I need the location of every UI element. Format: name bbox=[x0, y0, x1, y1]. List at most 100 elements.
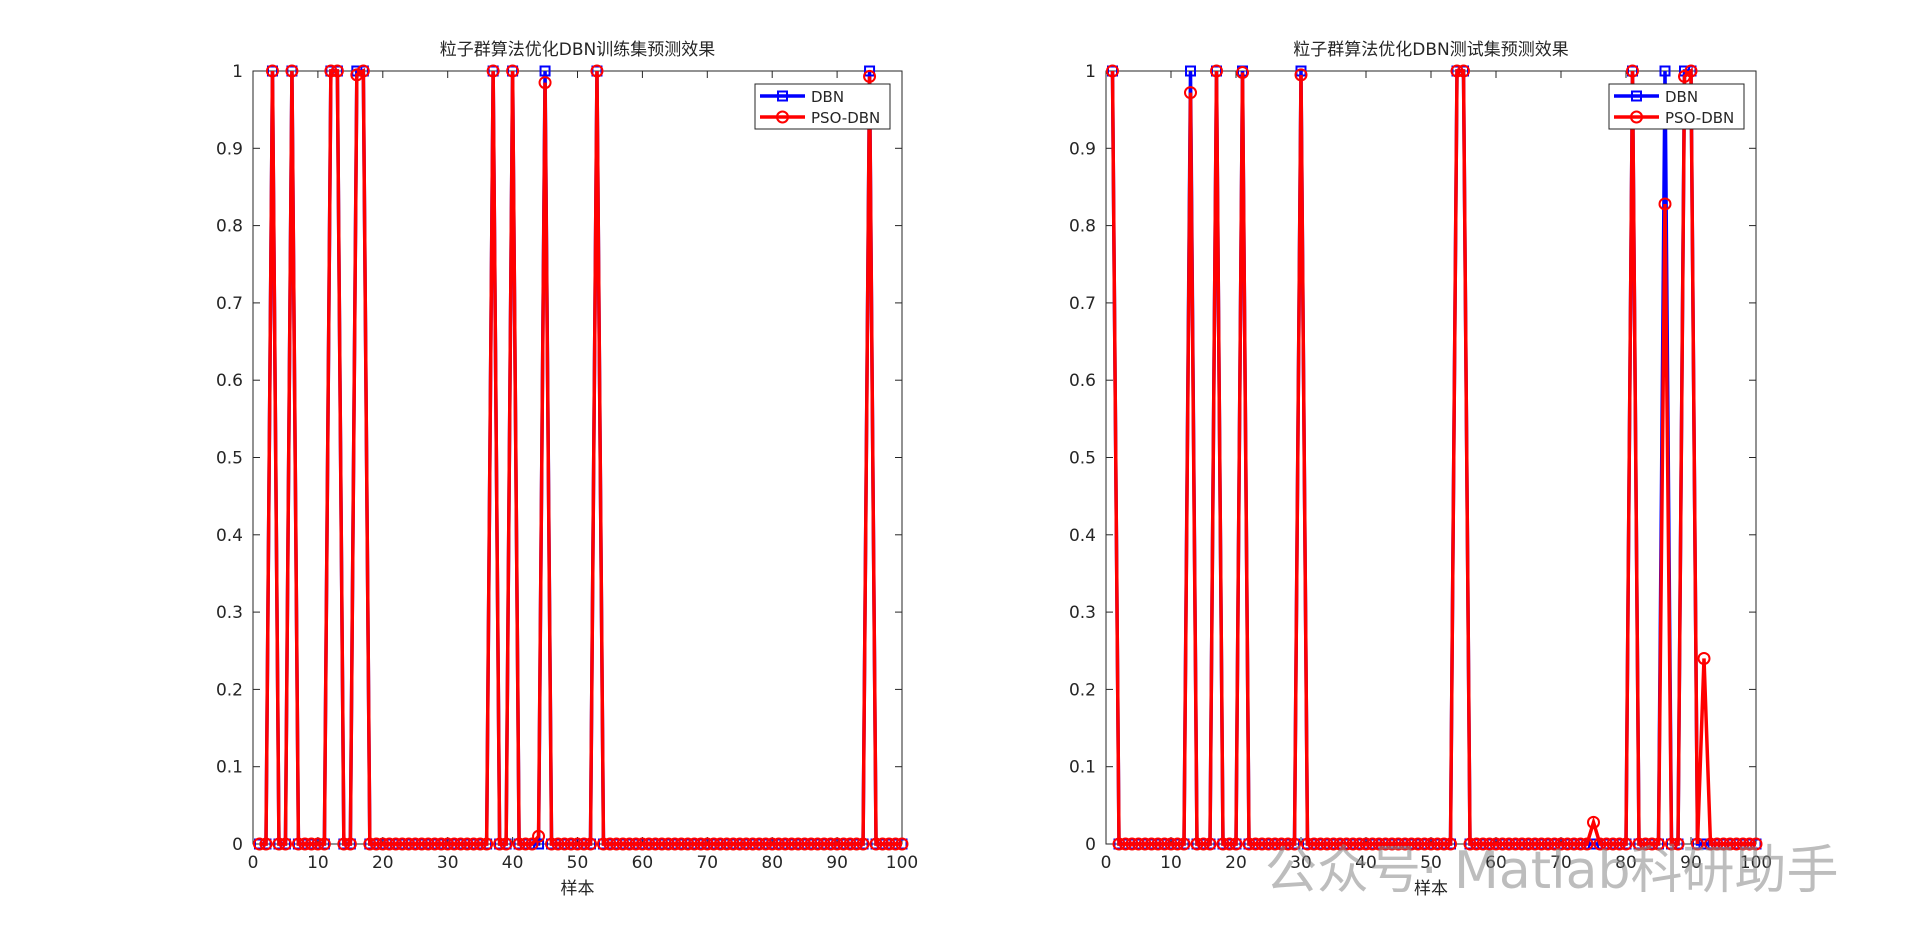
data-point bbox=[519, 837, 533, 851]
data-point bbox=[506, 64, 520, 78]
data-point bbox=[272, 837, 286, 851]
data-point bbox=[1619, 837, 1633, 851]
data-point bbox=[343, 837, 357, 851]
data-point bbox=[330, 64, 344, 78]
x-tick-label: 0 bbox=[248, 853, 259, 873]
data-point bbox=[1587, 815, 1600, 829]
data-point bbox=[765, 837, 779, 851]
y-tick-label: 0.2 bbox=[216, 680, 243, 700]
data-point bbox=[1671, 837, 1685, 851]
x-tick-label: 0 bbox=[1101, 853, 1112, 873]
data-point bbox=[421, 837, 435, 851]
chart-title: 粒子群算法优化DBN训练集预测效果 bbox=[440, 40, 715, 60]
data-point bbox=[830, 837, 844, 851]
data-point bbox=[1340, 837, 1353, 851]
data-point bbox=[694, 837, 708, 851]
data-point bbox=[1483, 837, 1496, 851]
data-point bbox=[596, 837, 610, 851]
data-point bbox=[1185, 65, 1196, 77]
x-tick-label: 80 bbox=[1615, 853, 1637, 873]
y-tick-label: 0 bbox=[232, 835, 243, 855]
x-tick-label: 40 bbox=[502, 853, 524, 873]
legend-marker bbox=[1630, 110, 1643, 124]
data-point bbox=[1691, 837, 1704, 851]
data-point bbox=[1307, 837, 1321, 851]
data-point bbox=[1613, 837, 1626, 851]
data-point bbox=[1320, 837, 1334, 851]
data-point bbox=[434, 837, 448, 851]
data-point bbox=[609, 837, 623, 851]
data-point bbox=[577, 837, 591, 851]
data-point bbox=[499, 837, 513, 851]
data-point bbox=[1698, 838, 1710, 850]
data-point bbox=[869, 837, 883, 851]
data-point bbox=[525, 837, 539, 851]
data-point bbox=[1268, 837, 1282, 851]
y-tick-label: 0.1 bbox=[216, 758, 243, 778]
data-point bbox=[1262, 837, 1275, 851]
x-tick-label: 10 bbox=[307, 853, 329, 873]
data-point bbox=[1398, 837, 1412, 851]
data-point bbox=[1184, 86, 1197, 100]
data-point bbox=[291, 837, 305, 851]
x-tick-label: 60 bbox=[1485, 853, 1507, 873]
data-point bbox=[1502, 837, 1516, 851]
data-point bbox=[1697, 651, 1711, 665]
data-point bbox=[460, 837, 474, 851]
data-point bbox=[545, 837, 559, 851]
data-point bbox=[337, 837, 351, 851]
data-point bbox=[726, 837, 740, 851]
legend-label: PSO-DBN bbox=[1665, 109, 1734, 127]
data-point bbox=[791, 837, 805, 851]
x-tick-label: 20 bbox=[1225, 853, 1247, 873]
x-tick-label: 90 bbox=[1680, 853, 1702, 873]
y-tick-label: 0.3 bbox=[216, 603, 243, 623]
data-point bbox=[1749, 837, 1763, 851]
data-point bbox=[882, 837, 896, 851]
data-point bbox=[1632, 837, 1646, 851]
data-point bbox=[1515, 837, 1529, 851]
data-point bbox=[551, 837, 565, 851]
data-point bbox=[1346, 837, 1360, 851]
data-point bbox=[558, 837, 572, 851]
y-tick-label: 0.8 bbox=[1069, 217, 1096, 237]
data-point bbox=[441, 837, 455, 851]
data-point bbox=[402, 837, 416, 851]
data-point bbox=[311, 837, 325, 851]
data-point bbox=[1684, 64, 1698, 78]
data-point bbox=[856, 837, 870, 851]
y-tick-label: 0.4 bbox=[1069, 526, 1096, 546]
y-tick-label: 0.5 bbox=[1069, 449, 1096, 469]
data-point bbox=[571, 837, 584, 851]
data-point bbox=[1359, 837, 1373, 851]
data-point bbox=[804, 837, 818, 851]
data-point bbox=[785, 837, 799, 851]
data-point bbox=[447, 837, 461, 851]
data-point bbox=[467, 837, 481, 851]
data-point bbox=[389, 837, 403, 851]
y-tick-label: 1 bbox=[1085, 62, 1096, 82]
data-point bbox=[1574, 837, 1587, 851]
data-point bbox=[1216, 837, 1230, 851]
data-point bbox=[1138, 837, 1152, 851]
x-tick-label: 50 bbox=[1420, 853, 1442, 873]
data-point bbox=[1470, 837, 1483, 851]
data-point bbox=[1366, 837, 1379, 851]
y-tick-label: 0.7 bbox=[216, 294, 243, 314]
y-tick-label: 0.4 bbox=[216, 526, 243, 546]
data-point bbox=[1301, 837, 1314, 851]
data-point bbox=[1223, 837, 1236, 851]
data-point bbox=[1164, 837, 1178, 851]
data-point bbox=[285, 64, 299, 78]
data-point bbox=[1639, 837, 1652, 851]
data-point bbox=[539, 65, 551, 77]
data-point bbox=[1704, 837, 1717, 851]
data-point bbox=[707, 837, 721, 851]
x-tick-label: 100 bbox=[1740, 853, 1772, 873]
data-point bbox=[876, 837, 890, 851]
data-point bbox=[1645, 837, 1659, 851]
y-tick-label: 0.5 bbox=[216, 449, 243, 469]
series-line bbox=[259, 67, 902, 846]
